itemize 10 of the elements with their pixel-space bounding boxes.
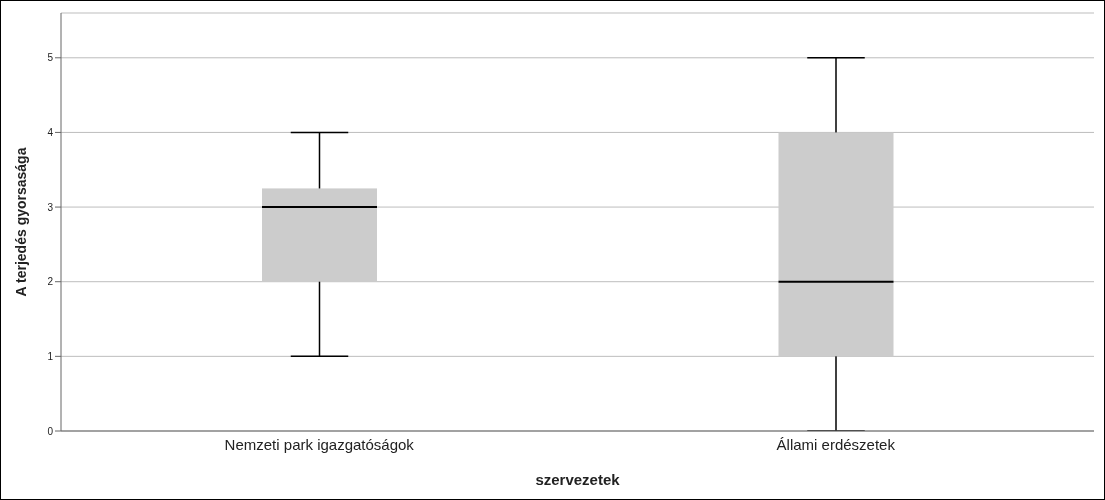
y-tick-label: 0 (47, 425, 54, 437)
y-tick-label: 3 (47, 201, 54, 213)
y-tick-label: 4 (47, 126, 54, 138)
x-axis-title: szervezetek (535, 471, 621, 488)
y-tick-label: 2 (47, 276, 54, 288)
y-axis-title: A terjedés gyorsasága (12, 147, 29, 297)
y-tick-label: 1 (47, 350, 54, 362)
y-tick-label: 5 (47, 52, 54, 64)
x-tick-label: Állami erdészetek (776, 435, 896, 453)
x-tick-label: Nemzeti park igazgatóságok (224, 435, 415, 453)
